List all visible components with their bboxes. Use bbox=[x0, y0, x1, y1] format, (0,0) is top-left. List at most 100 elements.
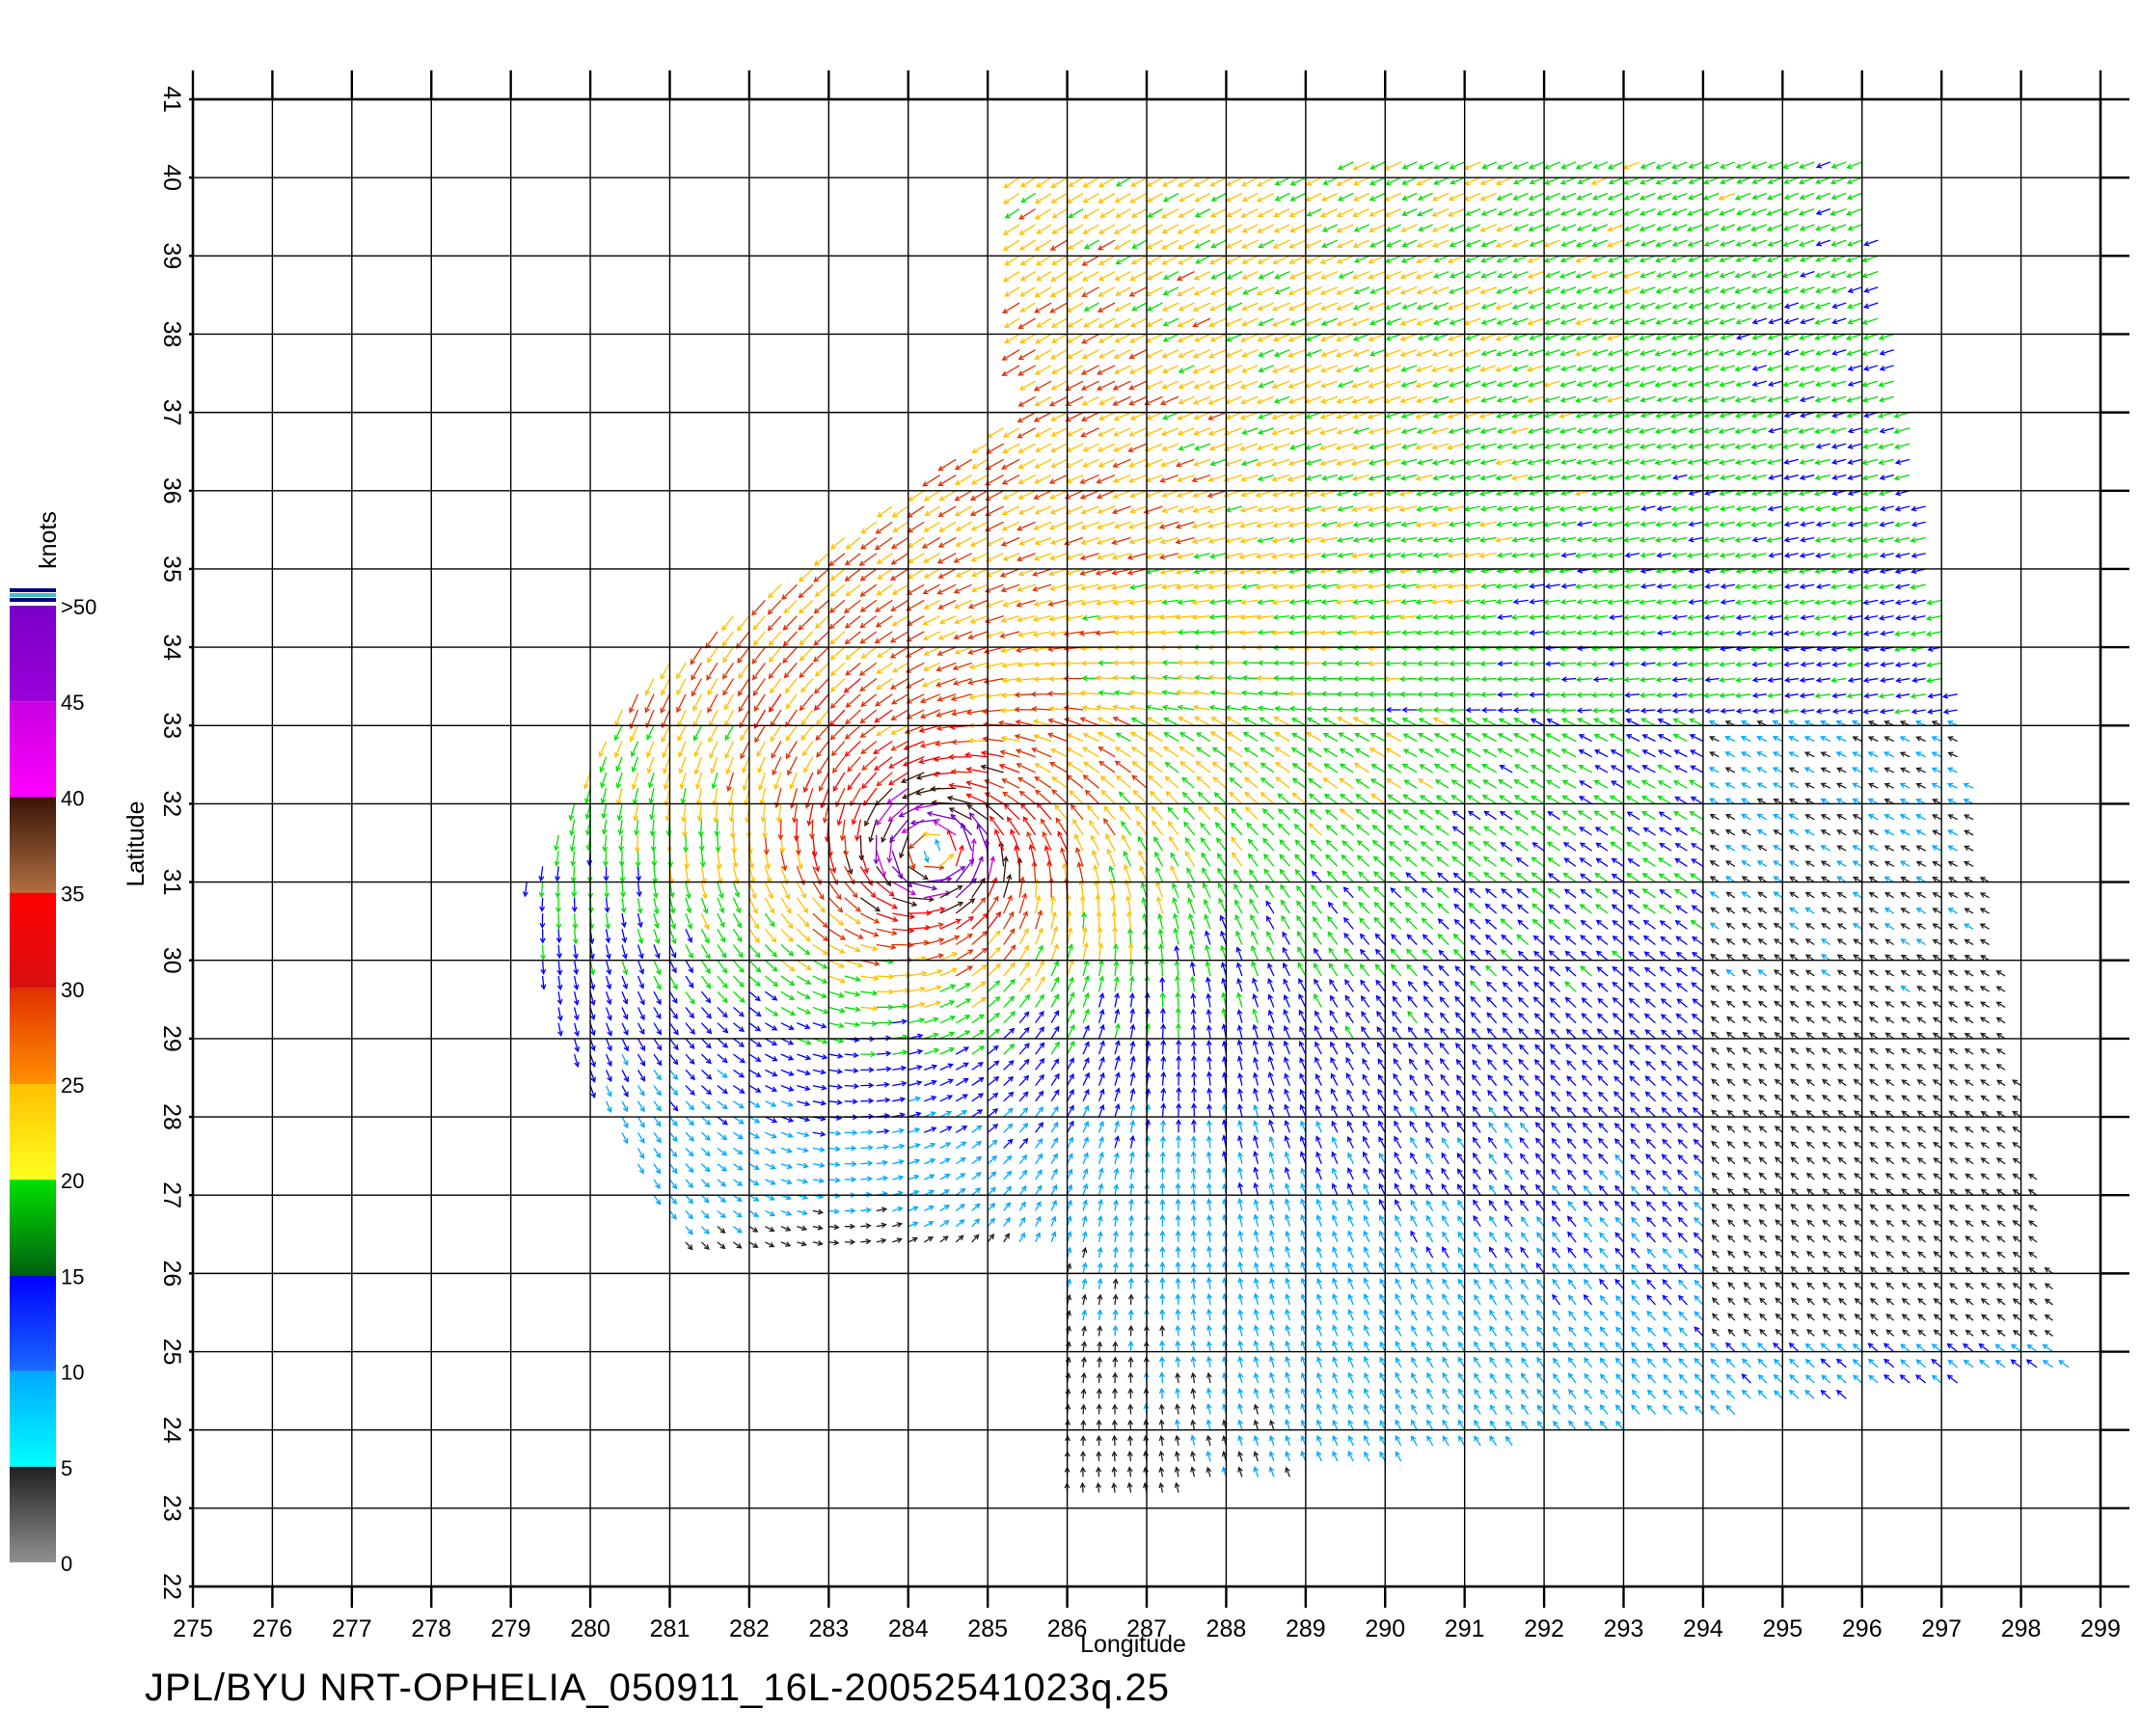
wind-vector bbox=[1671, 521, 1688, 528]
wind-vector bbox=[1790, 1250, 1800, 1259]
wind-vector bbox=[1442, 1278, 1450, 1289]
wind-vector bbox=[1964, 1048, 1974, 1055]
wind-vector bbox=[1285, 1277, 1291, 1289]
wind-vector bbox=[1430, 599, 1450, 606]
wind-vector bbox=[1379, 1371, 1386, 1384]
wind-vector bbox=[1255, 583, 1274, 590]
wind-vector bbox=[1383, 599, 1401, 606]
wind-vector bbox=[2012, 1282, 2021, 1290]
wind-vector bbox=[1678, 1311, 1688, 1321]
wind-vector bbox=[939, 1095, 954, 1102]
wind-vector bbox=[923, 850, 930, 863]
wind-vector bbox=[685, 897, 692, 914]
wind-vector bbox=[1126, 928, 1133, 945]
wind-vector bbox=[1486, 1027, 1498, 1040]
wind-vector bbox=[1257, 660, 1274, 666]
wind-vector bbox=[923, 521, 941, 532]
wind-vector bbox=[1548, 904, 1560, 914]
wind-vector bbox=[1409, 1120, 1418, 1133]
wind-vector bbox=[1645, 1184, 1656, 1196]
wind-vector bbox=[1709, 891, 1720, 899]
wind-vector bbox=[1783, 583, 1799, 589]
wind-vector bbox=[1964, 908, 1974, 914]
wind-vector bbox=[1116, 774, 1131, 789]
wind-vector bbox=[1821, 1126, 1831, 1133]
wind-vector bbox=[1926, 662, 1942, 668]
wind-vector bbox=[1298, 977, 1307, 992]
wind-vector bbox=[1431, 505, 1450, 512]
wind-vector bbox=[1113, 521, 1131, 529]
wind-vector bbox=[954, 490, 973, 502]
wind-vector bbox=[1727, 1313, 1736, 1321]
wind-vector bbox=[1766, 583, 1783, 590]
wind-vector bbox=[1677, 1294, 1688, 1306]
wind-vector bbox=[1899, 798, 1911, 805]
wind-vector bbox=[1003, 1075, 1015, 1087]
wind-vector bbox=[1160, 1071, 1167, 1086]
wind-vector bbox=[1542, 521, 1560, 528]
wind-vector bbox=[1421, 887, 1434, 899]
wind-vector bbox=[1899, 1374, 1911, 1384]
wind-vector bbox=[1332, 1371, 1339, 1384]
wind-vector bbox=[1018, 505, 1036, 515]
wind-vector bbox=[1757, 1358, 1768, 1369]
wind-vector bbox=[1724, 782, 1736, 789]
wind-vector bbox=[1268, 1213, 1275, 1227]
wind-vector bbox=[1612, 920, 1624, 930]
wind-vector bbox=[1361, 1025, 1370, 1040]
wind-vector bbox=[1313, 932, 1322, 945]
wind-vector bbox=[1315, 1308, 1322, 1321]
wind-vector bbox=[1948, 1048, 1959, 1055]
wind-vector bbox=[775, 803, 782, 824]
wind-vector bbox=[1159, 1166, 1166, 1180]
wind-vector bbox=[1846, 599, 1862, 606]
wind-vector bbox=[1724, 845, 1736, 852]
wind-vector bbox=[1630, 1247, 1640, 1259]
wind-vector bbox=[876, 850, 886, 878]
wind-vector bbox=[1503, 1105, 1513, 1118]
wind-vector bbox=[1805, 1078, 1815, 1087]
wind-vector bbox=[1034, 474, 1052, 484]
wind-vector bbox=[1775, 1250, 1783, 1259]
wind-vector bbox=[889, 631, 909, 643]
wind-vector bbox=[1003, 1027, 1016, 1040]
wind-vector bbox=[1426, 1419, 1434, 1431]
wind-vector bbox=[1536, 1372, 1545, 1384]
wind-vector bbox=[812, 1178, 826, 1184]
wind-vector bbox=[1515, 872, 1529, 883]
wind-vector bbox=[924, 1064, 938, 1071]
wind-vector bbox=[764, 882, 773, 900]
wind-vector bbox=[1018, 876, 1025, 898]
wind-vector bbox=[1098, 1151, 1104, 1164]
wind-vector bbox=[1614, 1153, 1624, 1165]
wind-vector bbox=[1591, 707, 1609, 714]
colorbar-band-0-5 bbox=[10, 1466, 56, 1562]
wind-vector bbox=[1879, 521, 1894, 528]
wind-vector bbox=[955, 1204, 966, 1211]
wind-vector bbox=[1450, 718, 1465, 726]
wind-vector bbox=[1137, 835, 1148, 852]
wind-vector bbox=[955, 1046, 970, 1055]
wind-vector bbox=[1347, 1230, 1354, 1243]
wind-vector bbox=[1946, 767, 1958, 773]
wind-vector bbox=[1710, 953, 1720, 962]
wind-vector bbox=[1758, 1047, 1768, 1055]
wind-vector bbox=[1900, 1001, 1911, 1008]
wind-vector bbox=[1837, 1328, 1847, 1337]
wind-vector bbox=[1261, 808, 1275, 821]
wind-vector bbox=[1390, 887, 1402, 899]
wind-vector bbox=[1253, 1150, 1260, 1164]
wind-vector bbox=[1869, 1204, 1879, 1211]
wind-vector bbox=[1798, 505, 1815, 512]
wind-vector bbox=[748, 1038, 763, 1047]
wind-vector bbox=[1423, 1012, 1434, 1024]
wind-vector bbox=[1079, 474, 1099, 484]
wind-vector bbox=[1512, 598, 1529, 605]
wind-vector bbox=[971, 1172, 982, 1180]
wind-vector bbox=[1292, 808, 1307, 821]
wind-vector bbox=[1884, 767, 1895, 773]
wind-vector bbox=[1517, 996, 1530, 1008]
wind-vector bbox=[950, 769, 972, 775]
wind-vector bbox=[1395, 1292, 1402, 1306]
wind-vector bbox=[661, 678, 671, 696]
